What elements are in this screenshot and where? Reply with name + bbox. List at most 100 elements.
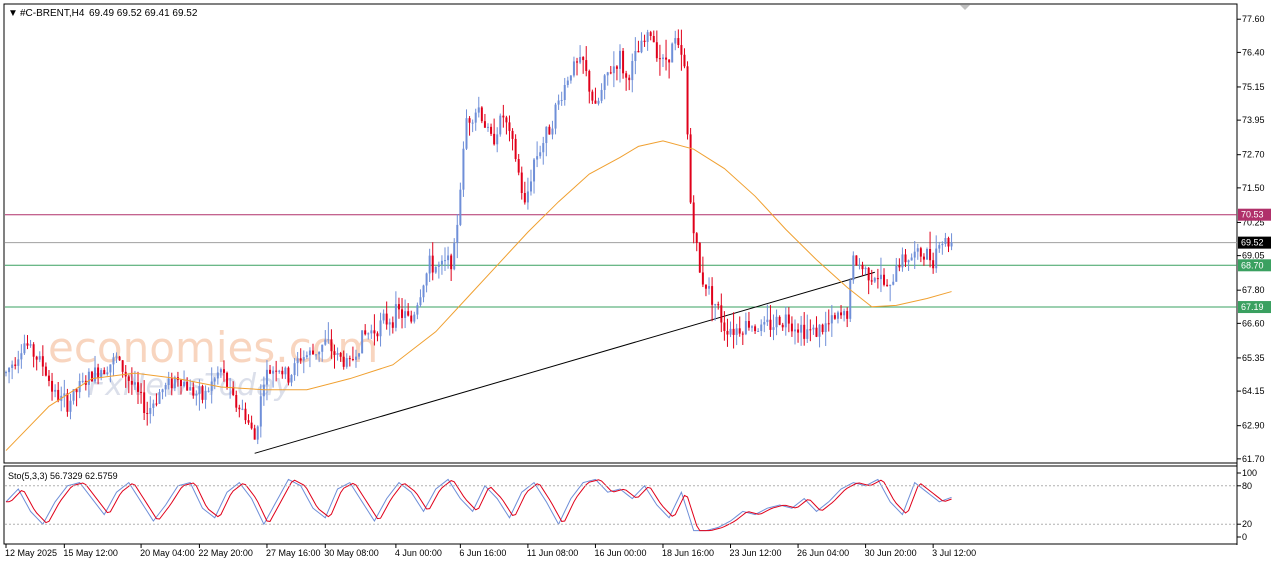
stoch-axis: 100 80 20 0 [5, 468, 1257, 542]
candle-bear [929, 249, 932, 261]
candle-bear [778, 316, 781, 325]
candles-layer [5, 29, 953, 445]
candle-bear [741, 333, 744, 335]
candle-bull [327, 339, 330, 341]
candle-bull [474, 112, 477, 123]
level-badge-label: 69.52 [1241, 238, 1264, 248]
candle-bear [548, 126, 551, 135]
candle-bear [701, 272, 704, 285]
candle-bull [149, 407, 152, 414]
candle-bull [879, 274, 882, 280]
candle-bull [290, 375, 293, 383]
candle-bear [391, 322, 394, 328]
candle-bull [158, 392, 161, 404]
candle-bear [118, 356, 121, 361]
candle-bull [714, 304, 717, 306]
candle-bull [367, 333, 370, 335]
candle-bull [944, 238, 947, 245]
candle-bull [440, 260, 443, 265]
candle-bull [563, 85, 566, 101]
candle-bear [591, 91, 594, 101]
stoch-tick-label: 100 [1242, 468, 1257, 478]
candle-bull [173, 377, 176, 389]
candle-bull [536, 156, 539, 160]
candle-bull [379, 320, 382, 337]
candle-bull [87, 371, 90, 385]
candle-bear [588, 70, 591, 92]
candle-bull [916, 248, 919, 252]
moving-average-line [5, 140, 952, 451]
candle-bear [342, 356, 345, 367]
candle-bear [66, 393, 69, 412]
candle-bull [772, 327, 775, 330]
watermark-brand: economies.com [48, 323, 378, 372]
candle-bull [542, 143, 545, 153]
candle-bear [711, 286, 714, 305]
price-tick-label: 61.70 [1242, 454, 1265, 464]
candle-bear [397, 304, 400, 310]
candle-bull [167, 378, 170, 386]
candle-bear [41, 356, 44, 367]
candle-bear [364, 330, 367, 335]
shift-marker-icon[interactable] [960, 5, 970, 10]
candle-bull [302, 357, 305, 361]
candle-bear [431, 255, 434, 273]
candle-bear [523, 192, 526, 203]
level-badge-support [1238, 301, 1271, 314]
candle-bear [97, 367, 100, 378]
header-arrow-icon[interactable]: ▼ [8, 8, 18, 19]
candle-bear [904, 254, 907, 263]
candle-bull [321, 344, 324, 352]
candle-bull [262, 384, 265, 397]
price-tick-label: 66.60 [1242, 318, 1265, 328]
candle-bear [576, 61, 579, 63]
time-tick-label: 30 Jun 20:00 [865, 548, 917, 558]
candle-bear [668, 59, 671, 63]
candle-bear [275, 370, 278, 372]
candle-bull [812, 327, 815, 330]
candle-bull [20, 353, 23, 360]
candle-bear [281, 370, 284, 375]
candle-bear [339, 352, 342, 357]
candle-bear [26, 343, 29, 346]
candle-bear [797, 329, 800, 333]
candle-bull [465, 118, 468, 149]
candle-bear [883, 274, 886, 285]
candle-bull [824, 323, 827, 333]
candle-bear [222, 369, 225, 373]
candle-bear [333, 351, 336, 355]
candle-bull [646, 32, 649, 42]
candle-bear [898, 265, 901, 268]
candle-bull [305, 355, 308, 358]
candle-bull [579, 57, 582, 63]
candle-bull [892, 281, 895, 285]
stoch-tick-label: 80 [1242, 481, 1252, 491]
candle-bear [769, 319, 772, 330]
candle-bear [192, 387, 195, 396]
moving-average-layer [5, 140, 952, 451]
price-tick-label: 77.60 [1242, 14, 1265, 24]
candle-bull [94, 367, 97, 382]
candle-bear [615, 66, 618, 69]
candle-bull [557, 100, 560, 105]
candle-bull [272, 370, 275, 374]
candle-bull [434, 266, 437, 273]
candle-bear [137, 382, 140, 392]
candle-bull [219, 369, 222, 373]
candle-bear [493, 133, 496, 145]
stoch-main-line [5, 478, 952, 532]
candle-bull [216, 372, 219, 379]
candle-bull [907, 260, 910, 263]
candle-bear [130, 380, 133, 385]
level-badge-label: 70.53 [1241, 210, 1264, 220]
candle-bull [394, 304, 397, 328]
candle-bear [483, 121, 486, 128]
candle-bear [511, 130, 514, 139]
candle-bull [115, 356, 118, 358]
candle-bear [502, 115, 505, 118]
candle-bear [628, 77, 631, 81]
candle-bear [658, 58, 661, 60]
candle-bull [551, 128, 554, 135]
price-tick-label: 64.15 [1242, 386, 1265, 396]
